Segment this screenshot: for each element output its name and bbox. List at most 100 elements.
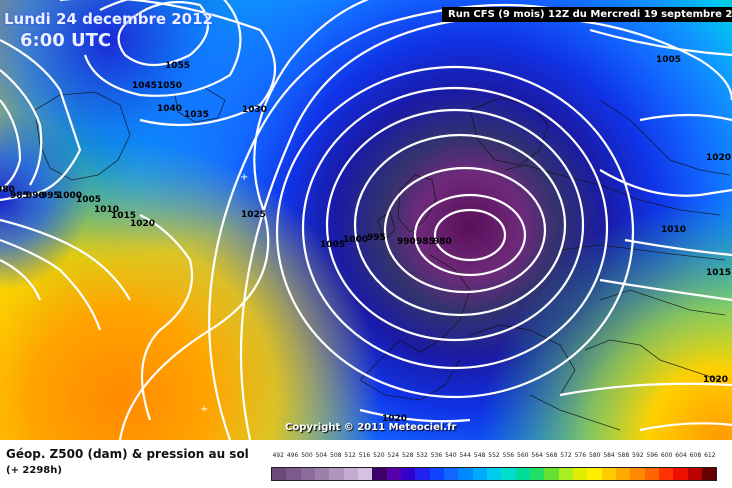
color-scale-swatch: [329, 468, 344, 480]
color-scale-label: 500: [301, 452, 313, 459]
isobar-label: 1015: [706, 268, 731, 278]
isobar-label: 1040: [157, 104, 182, 114]
color-scale-label: 604: [675, 452, 687, 459]
color-scale-label: 556: [502, 452, 515, 459]
isobar-label: 1020: [130, 219, 155, 229]
color-scale-swatch: [458, 468, 473, 480]
high-marker: +: [240, 172, 248, 183]
sw-marker: +: [200, 404, 208, 415]
isobar-label: 995: [41, 191, 60, 201]
isobar-label: 1050: [157, 81, 182, 91]
legend-title: Géop. Z500 (dam) & pression au sol: [6, 447, 249, 461]
color-scale-label: 576: [574, 452, 587, 459]
color-scale-swatch: [529, 468, 545, 480]
color-scale-swatch: [644, 468, 659, 480]
color-scale-label: 612: [704, 452, 716, 459]
color-scale-label: 572: [560, 452, 572, 459]
color-scale-label: 508: [330, 452, 342, 459]
color-scale-label: 540: [445, 452, 457, 459]
isobar-label: 1000: [343, 235, 368, 245]
color-scale-label: 548: [473, 452, 486, 459]
color-scale-label: 492: [272, 452, 284, 459]
color-scale-swatch: [701, 468, 717, 480]
isobar-label: 980: [0, 185, 15, 195]
color-scale-swatch: [400, 468, 416, 480]
isobar-label: 990: [397, 237, 416, 247]
color-scale-label: 544: [459, 452, 471, 459]
forecast-date: Lundi 24 decembre 2012: [4, 10, 213, 28]
color-scale-swatch: [272, 468, 287, 480]
color-scale-label: 520: [373, 452, 385, 459]
color-scale-swatch: [630, 468, 645, 480]
color-scale-bar: [271, 467, 717, 481]
color-scale-label: 588: [617, 452, 630, 459]
isobar-label: 1030: [242, 105, 267, 115]
isobar-label: 1010: [661, 225, 686, 235]
color-scale-swatch: [286, 468, 301, 480]
color-scale-label: 528: [401, 452, 414, 459]
color-scale-swatch: [486, 468, 502, 480]
copyright-notice: Copyright © 2011 Meteociel.fr: [285, 422, 457, 433]
color-scale-label: 516: [358, 452, 371, 459]
color-scale-swatch: [415, 468, 430, 480]
isobar-label: 1020: [703, 375, 728, 385]
color-scale-swatch: [472, 468, 487, 480]
isobar-label: 1005: [76, 195, 101, 205]
color-scale-label: 592: [632, 452, 644, 459]
isobar-label: 1020: [382, 414, 407, 424]
color-scale-label: 552: [488, 452, 500, 459]
isobar-label: 980: [433, 237, 452, 247]
isobar-label: 985: [416, 237, 435, 247]
isobar-label: 1035: [184, 110, 209, 120]
color-scale-swatch: [658, 468, 674, 480]
color-scale-label: 568: [545, 452, 558, 459]
color-scale-swatch: [314, 468, 330, 480]
color-scale-label: 560: [517, 452, 529, 459]
color-scale-label: 532: [416, 452, 428, 459]
color-scale-swatch: [673, 468, 688, 480]
color-scale-label: 496: [286, 452, 299, 459]
isobar-label: 1045: [132, 81, 157, 91]
isobar-label: 1010: [94, 205, 119, 215]
color-scale-swatch: [544, 468, 559, 480]
color-scale-swatch: [443, 468, 459, 480]
color-scale-labels: 492 496 500 504 508 512 516 520 524 528 532 536 540 5…: [271, 452, 717, 464]
isobar-label: 1020: [706, 153, 731, 163]
isobar-label: 1015: [111, 211, 136, 221]
isobar-label: 1055: [165, 61, 190, 71]
color-scale-swatch: [429, 468, 444, 480]
color-scale-swatch: [572, 468, 588, 480]
color-scale-swatch: [687, 468, 702, 480]
coastlines: [34, 87, 731, 431]
geopotential-map: + + 1055 1045 1050 1040 1035 1030 1025 1…: [0, 0, 732, 440]
color-scale-label: 524: [387, 452, 400, 459]
color-scale: 492 496 500 504 508 512 516 520 524 528 532 536 540 5…: [271, 452, 717, 482]
color-scale-swatch: [300, 468, 315, 480]
color-scale-label: 564: [531, 452, 543, 459]
color-scale-swatch: [343, 468, 358, 480]
color-scale-label: 512: [344, 452, 356, 459]
isobar-label: 990: [26, 191, 45, 201]
isobar-label: 1000: [57, 191, 82, 201]
isobar-label: 1005: [320, 240, 345, 250]
color-scale-swatch: [501, 468, 516, 480]
color-scale-swatch: [615, 468, 631, 480]
color-scale-label: 580: [588, 452, 601, 459]
forecast-time: 6:00 UTC: [20, 30, 112, 51]
isobar-label: 995: [367, 233, 386, 243]
isobar-lines: [0, 0, 732, 440]
color-scale-label: 600: [660, 452, 673, 459]
isobar-label: 985: [10, 191, 29, 201]
color-scale-swatch: [357, 468, 373, 480]
isobar-label: 1025: [241, 210, 266, 220]
isobar-labels: 1055 1045 1050 1040 1035 1030 1025 1020 …: [0, 55, 731, 424]
color-scale-label: 536: [430, 452, 443, 459]
isobar-label: 1005: [656, 55, 681, 65]
color-scale-label: 584: [603, 452, 615, 459]
color-scale-label: 504: [315, 452, 328, 459]
color-scale-swatch: [515, 468, 530, 480]
run-info: Run CFS (9 mois) 12Z du Mercredi 19 sept…: [442, 7, 732, 22]
color-scale-swatch: [386, 468, 401, 480]
color-scale-swatch: [558, 468, 573, 480]
